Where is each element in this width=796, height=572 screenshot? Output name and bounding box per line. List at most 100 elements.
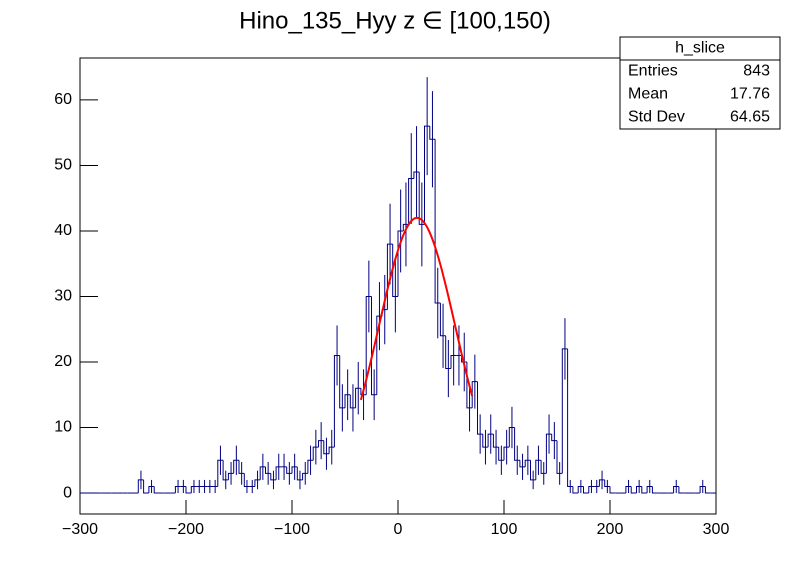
histogram-bin (190, 485, 197, 494)
histogram-bin (477, 381, 483, 435)
histogram-bin (641, 486, 648, 494)
x-tick-label: −100 (274, 521, 310, 538)
histogram-bin (492, 434, 499, 448)
stats-value: 843 (743, 63, 770, 80)
histogram-bin (625, 485, 632, 494)
x-tick-label: −200 (168, 521, 204, 538)
chart-title: Hino_135_Hyy z ∈ [100,150) (239, 7, 551, 34)
histogram-bin (434, 139, 441, 304)
fit-curve (359, 216, 474, 401)
histogram-bin (360, 388, 367, 396)
histogram-bin (312, 446, 319, 461)
x-tick-label: 300 (703, 521, 730, 538)
histogram-bin (222, 460, 229, 481)
histogram-bin (630, 486, 637, 494)
histogram-bin (296, 466, 303, 481)
histogram-bin (265, 466, 271, 474)
histogram-bin (651, 486, 658, 494)
histogram-bin (646, 485, 653, 494)
histogram-bin (567, 348, 573, 487)
stats-label: Std Dev (628, 109, 685, 126)
histogram-bin (551, 434, 557, 442)
histogram-bin (503, 446, 510, 461)
histogram-bin (333, 354, 340, 448)
histogram-bin (413, 171, 420, 179)
histogram-bin (678, 486, 685, 494)
histogram-bin (148, 485, 155, 494)
histogram-bin (636, 485, 642, 494)
histogram-bin (254, 479, 261, 487)
histogram-bin (498, 447, 504, 461)
histogram-bin (583, 486, 589, 494)
histogram-bin (243, 473, 250, 487)
y-tick-label: 40 (54, 222, 72, 239)
histogram-bin (365, 295, 372, 395)
histogram-bin (349, 394, 356, 409)
histogram-bin (598, 479, 605, 487)
histogram-bin (704, 486, 711, 494)
histogram-bin (174, 485, 181, 494)
histogram-bin (402, 223, 409, 231)
stats-title: h_slice (675, 40, 725, 57)
stats-label: Entries (628, 63, 678, 80)
histogram-bin (424, 125, 430, 225)
histogram-bin (577, 485, 584, 494)
histogram-bin (328, 446, 335, 454)
histogram-bin (604, 479, 610, 487)
histogram-bin (291, 466, 298, 474)
histogram-bin (339, 355, 345, 409)
histogram-bin (392, 244, 398, 297)
histogram-bin (355, 387, 361, 408)
histogram-bin (508, 427, 515, 448)
histogram-bin (535, 459, 542, 480)
histogram-bin (609, 486, 616, 494)
histogram-bin (302, 472, 308, 480)
histogram-bin (344, 394, 351, 408)
y-tick-label: 10 (54, 419, 72, 436)
histogram-bin (572, 486, 579, 494)
histogram-bin (519, 460, 526, 468)
histogram-bin (233, 459, 239, 474)
histogram-bin (445, 335, 451, 370)
stats-value: 64.65 (730, 109, 770, 126)
x-tick-label: 0 (394, 521, 403, 538)
histogram-bin (588, 485, 595, 494)
histogram-bin (545, 433, 552, 474)
histogram-bin (137, 479, 144, 494)
histogram-bin (556, 440, 563, 474)
histogram-bin (143, 479, 149, 494)
histogram-bin (514, 427, 520, 461)
histogram-bin (408, 178, 414, 225)
histogram-bin (217, 459, 224, 487)
histogram-bin (524, 459, 531, 467)
histogram-bin (540, 460, 547, 474)
histogram-bin (323, 440, 330, 455)
x-tick-label: −300 (62, 521, 98, 538)
stats-value: 17.76 (730, 86, 770, 103)
histogram-bin (397, 230, 404, 297)
histogram-bin (286, 466, 292, 474)
histogram-bin (699, 485, 706, 494)
histogram-bin (259, 466, 266, 480)
histogram-bin (471, 381, 478, 408)
histogram-bin (275, 466, 282, 480)
histogram-bin (450, 354, 457, 369)
stats-label: Mean (628, 86, 668, 103)
histogram-bin (487, 433, 494, 448)
histogram-bin (439, 303, 446, 337)
y-tick-label: 60 (54, 91, 72, 108)
histogram-bin (185, 486, 192, 494)
y-tick-label: 30 (54, 288, 72, 305)
histogram-bin (227, 472, 234, 480)
y-tick-label: 50 (54, 157, 72, 174)
histogram-bin (307, 459, 314, 474)
histogram-bin (238, 460, 245, 474)
histogram-bin (418, 172, 425, 225)
stats-box (619, 36, 781, 130)
histogram-bin (371, 296, 377, 396)
x-tick-label: 200 (597, 521, 624, 538)
y-tick-label: 20 (54, 353, 72, 370)
histogram-bin (561, 348, 568, 474)
histogram-bin (530, 460, 536, 481)
